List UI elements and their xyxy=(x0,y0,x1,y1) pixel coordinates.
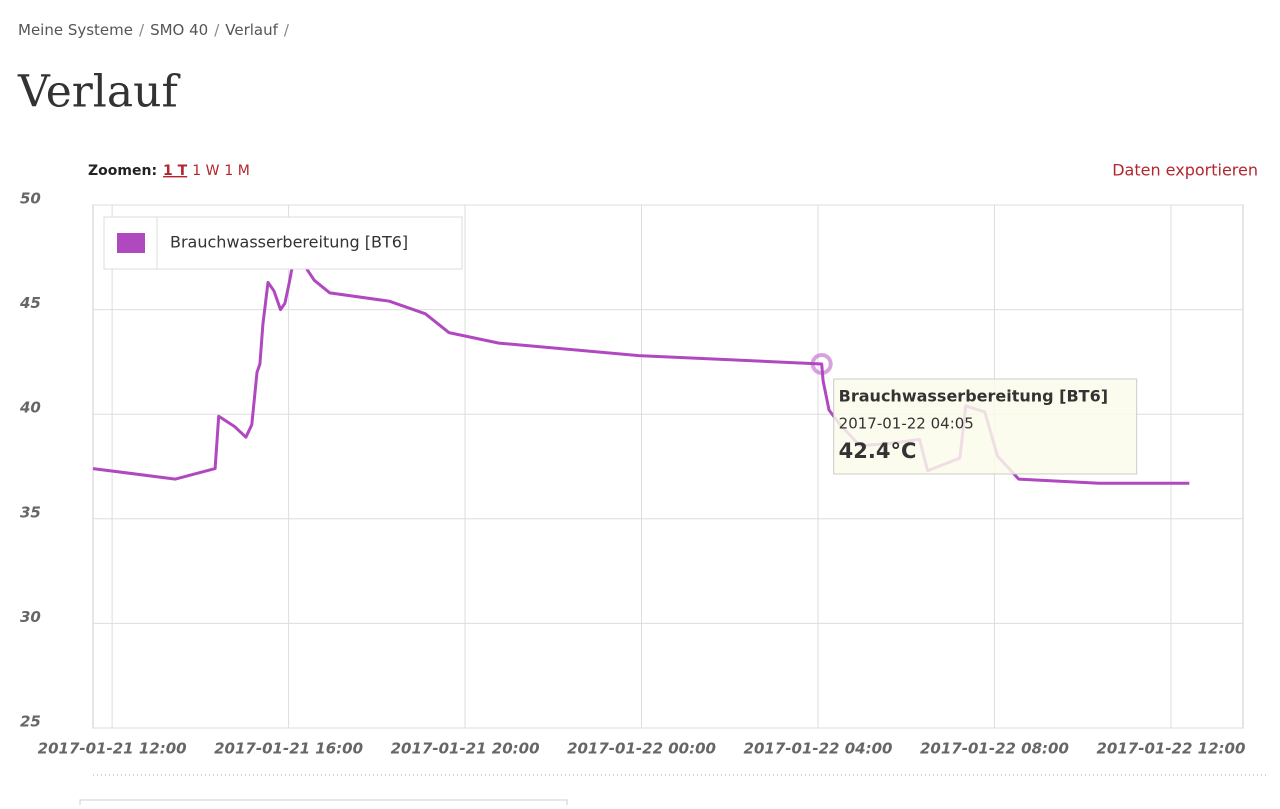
x-tick-label: 2017-01-22 12:00 xyxy=(1096,740,1245,758)
y-tick-label: 45 xyxy=(19,294,41,312)
x-tick-label: 2017-01-22 00:00 xyxy=(567,740,716,758)
zoom-option[interactable]: 1 W xyxy=(192,163,219,179)
tooltip-value: 42.4°C xyxy=(839,439,917,463)
tooltip-box xyxy=(833,378,1138,475)
y-tick-label: 25 xyxy=(20,713,41,731)
x-tick-label: 2017-01-21 16:00 xyxy=(214,740,363,758)
y-tick-label: 40 xyxy=(19,399,41,417)
x-tick-label: 2017-01-21 12:00 xyxy=(38,740,187,758)
y-tick-label: 35 xyxy=(20,503,41,521)
legend-swatch xyxy=(117,233,145,253)
x-tick-label: 2017-01-22 08:00 xyxy=(920,740,1069,758)
page-title: Verlauf xyxy=(17,67,180,118)
legend-box xyxy=(103,216,463,270)
zoom-option[interactable]: 1 M xyxy=(224,163,249,179)
legend-label[interactable]: Brauchwasserbereitung [BT6] xyxy=(170,233,408,252)
chart: 25 30 35 40 45 50 2017-01-21 12:00 2017-01-21 1… xyxy=(19,190,1245,758)
export-link[interactable]: Daten exportieren xyxy=(1112,161,1258,180)
zoom-option[interactable]: 1 T xyxy=(163,163,188,179)
breadcrumb-item[interactable]: SMO 40 xyxy=(150,21,208,39)
breadcrumb-separator: / xyxy=(214,21,220,39)
tooltip-time: 2017-01-22 04:05 xyxy=(839,414,974,432)
breadcrumb: Meine Systeme / SMO 40 / Verlauf / xyxy=(18,21,290,39)
input-box[interactable] xyxy=(79,799,568,809)
legend: Brauchwasserbereitung [BT6] xyxy=(103,216,463,270)
x-tick-label: 2017-01-22 04:00 xyxy=(744,740,893,758)
breadcrumb-separator: / xyxy=(284,21,290,39)
hover-point xyxy=(810,352,833,375)
breadcrumb-separator: / xyxy=(139,21,145,39)
breadcrumb-item[interactable]: Meine Systeme xyxy=(18,21,133,39)
breadcrumb-item[interactable]: Verlauf xyxy=(225,21,278,39)
tooltip-series: Brauchwasserbereitung [BT6] xyxy=(839,386,1108,405)
x-tick-label: 2017-01-21 20:00 xyxy=(391,740,540,758)
zoom-label: Zoomen: xyxy=(88,163,157,179)
y-tick-label: 50 xyxy=(20,190,41,208)
y-tick-label: 30 xyxy=(20,608,41,626)
